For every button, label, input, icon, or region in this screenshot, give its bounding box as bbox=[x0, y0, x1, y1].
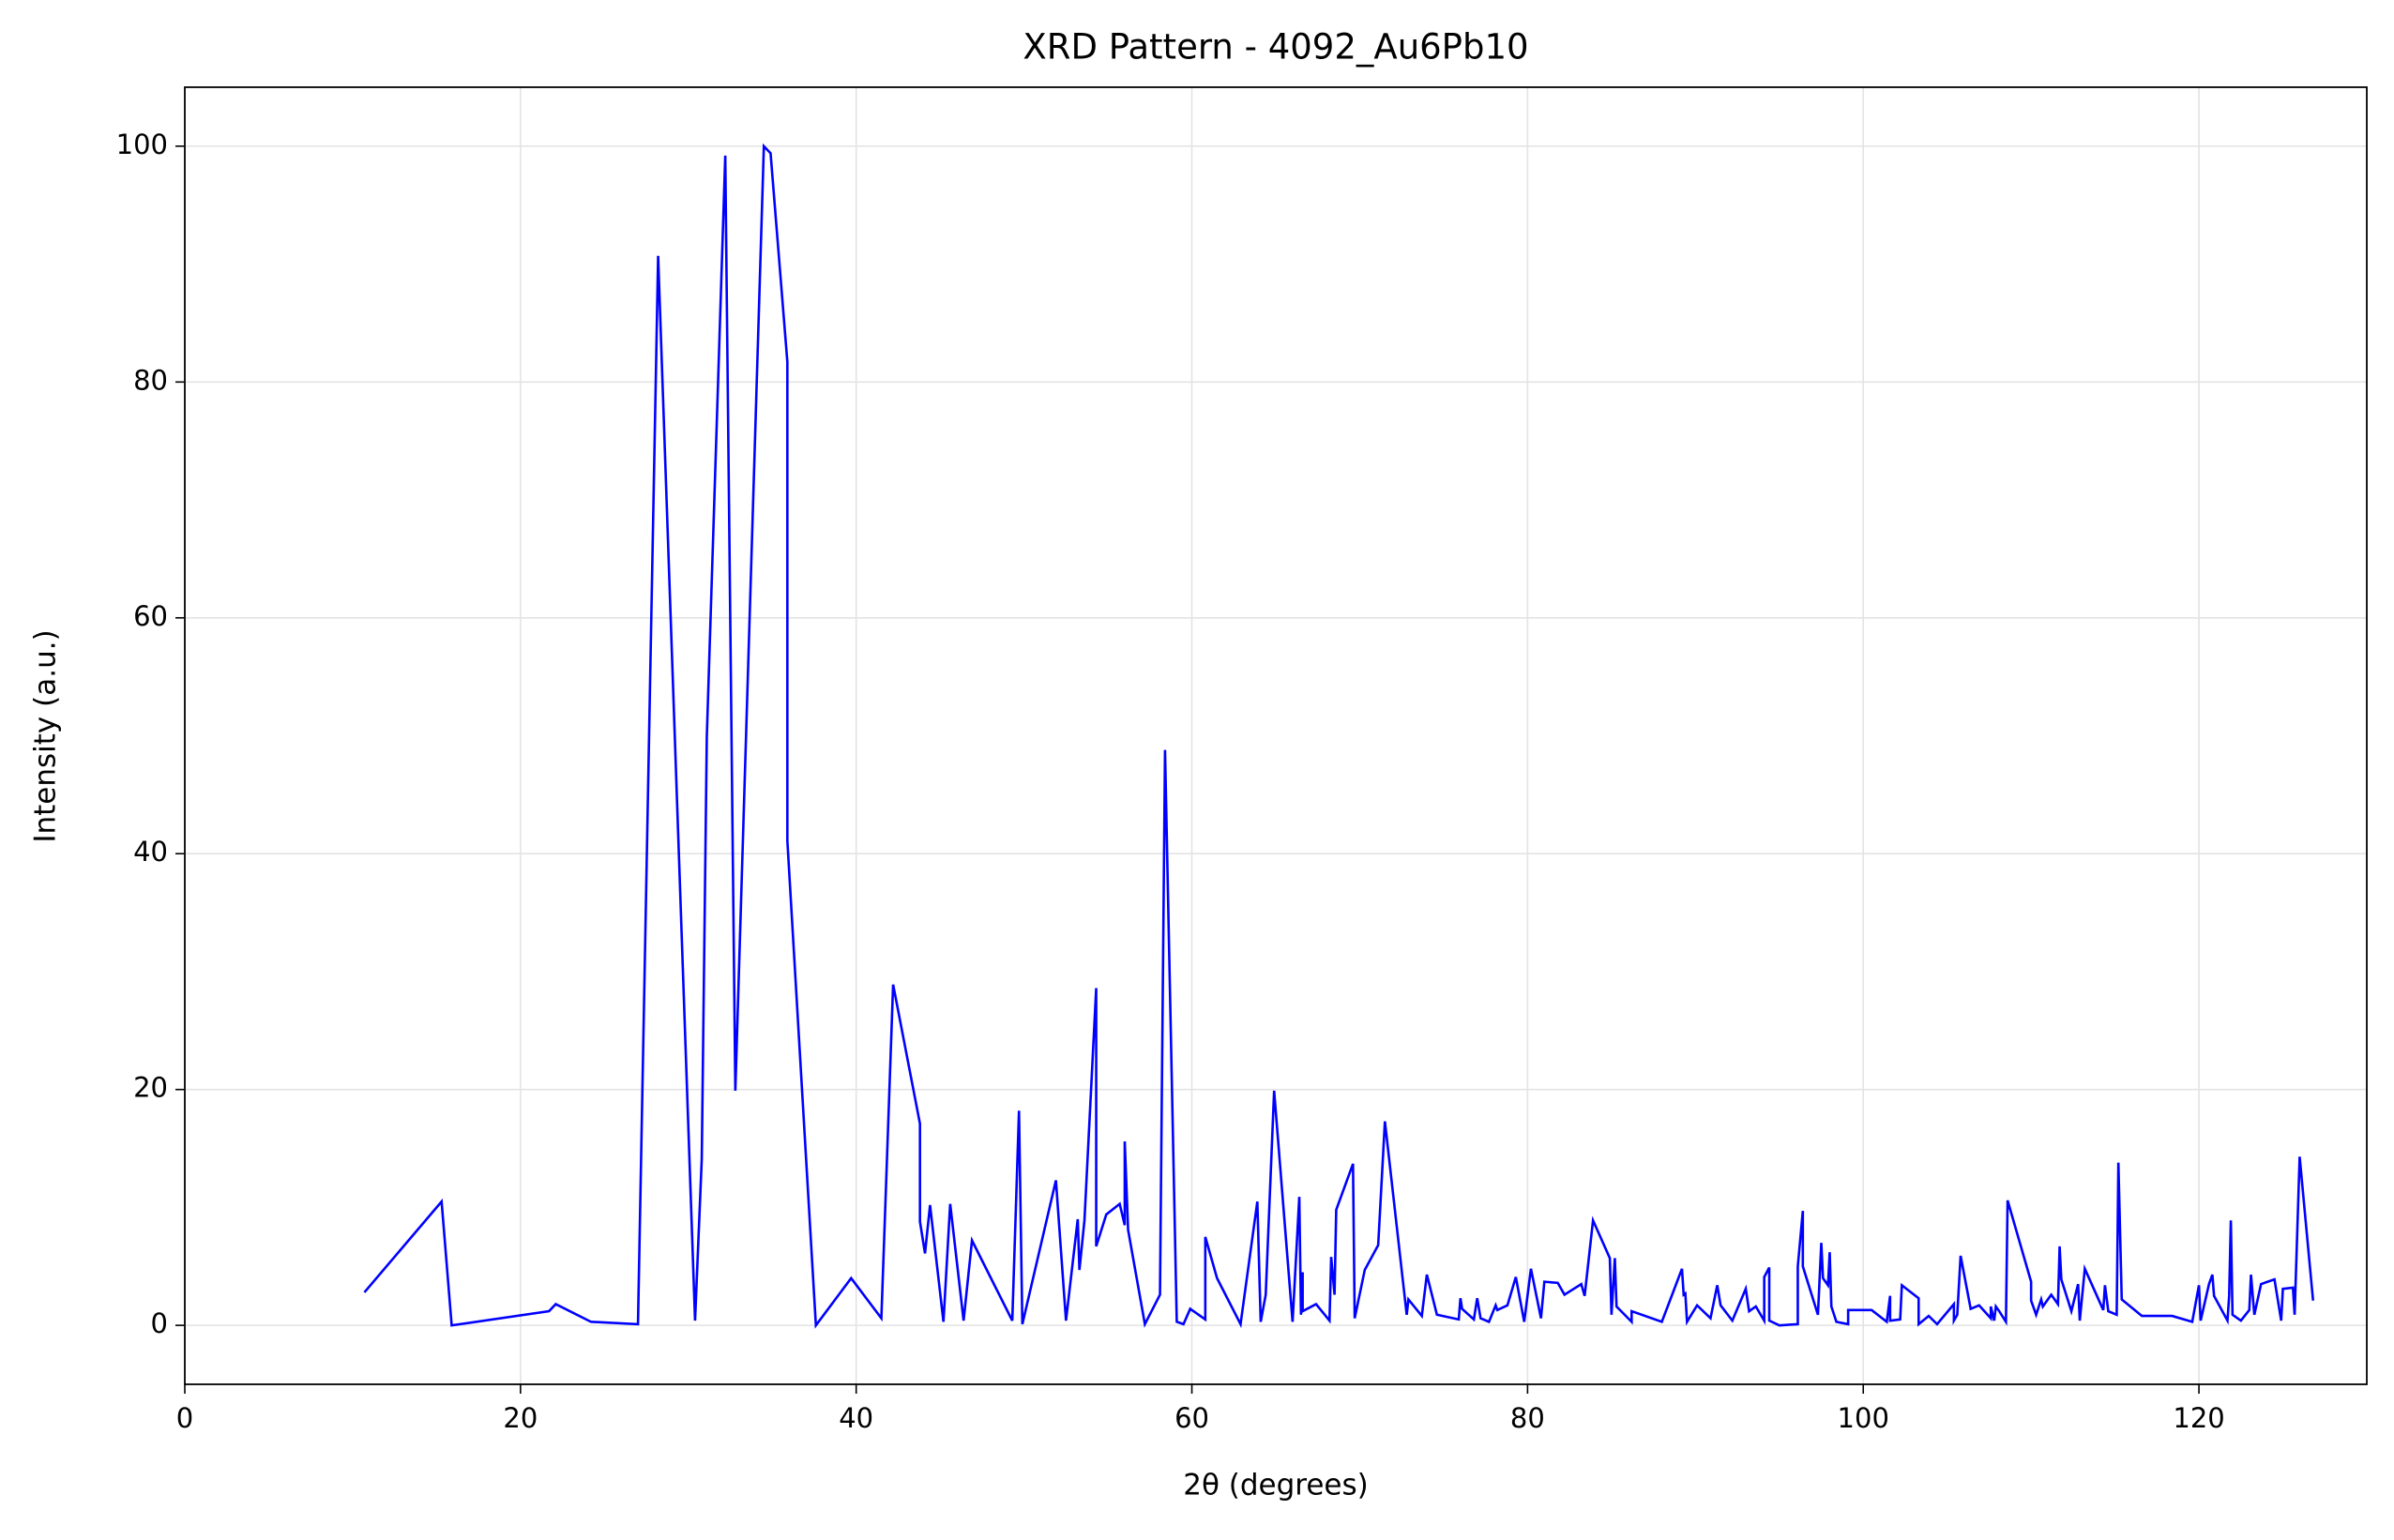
y-tick-label: 60 bbox=[133, 600, 168, 632]
y-tick-label: 80 bbox=[133, 364, 168, 396]
x-tick-label: 80 bbox=[1510, 1402, 1545, 1434]
x-tick-label: 40 bbox=[839, 1402, 873, 1434]
x-tick-label: 0 bbox=[176, 1402, 193, 1434]
chart-title: XRD Pattern - 4092_Au6Pb10 bbox=[1023, 27, 1528, 68]
y-tick-label: 100 bbox=[116, 128, 168, 160]
y-tick-label: 20 bbox=[133, 1072, 168, 1104]
x-axis-label: 2θ (degrees) bbox=[1183, 1469, 1369, 1502]
plot-frame bbox=[184, 86, 2368, 1385]
x-tick-label: 20 bbox=[503, 1402, 538, 1434]
x-tick-label: 120 bbox=[2173, 1402, 2224, 1434]
data-line bbox=[363, 143, 2315, 1329]
y-tick-label: 0 bbox=[151, 1307, 168, 1339]
x-tick-label: 60 bbox=[1174, 1402, 1209, 1434]
y-tick-label: 40 bbox=[133, 836, 168, 868]
x-tick-label: 100 bbox=[1838, 1402, 1889, 1434]
y-axis-label: Intensity (a.u.) bbox=[29, 629, 63, 842]
